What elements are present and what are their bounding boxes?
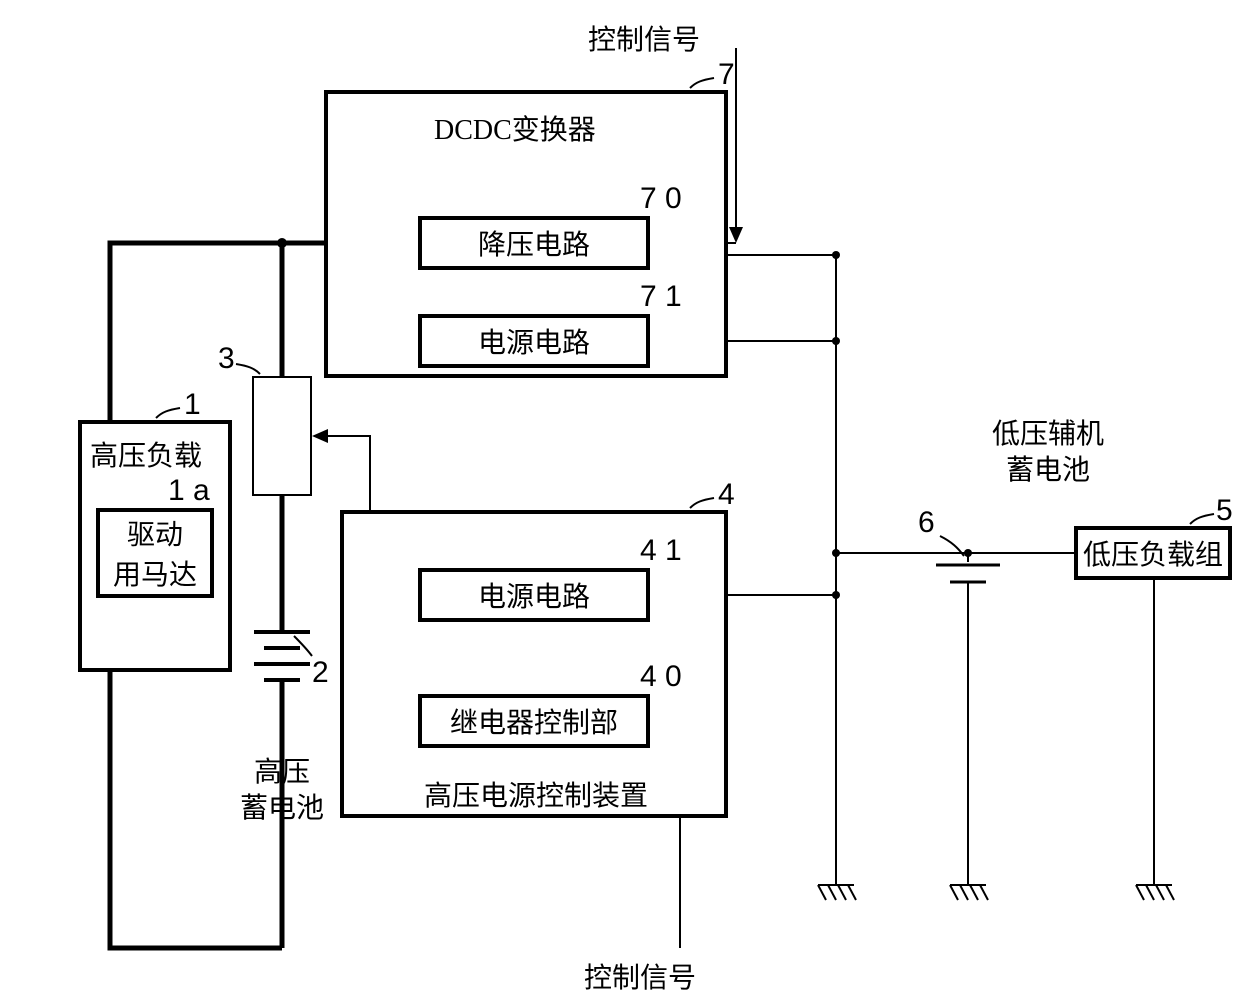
power-circuit-41-box: 电源电路 <box>418 568 650 622</box>
ref-7: 7 <box>718 58 735 92</box>
wire-to-bat6 <box>836 553 968 562</box>
power-circuit-71-label: 电源电路 <box>478 321 590 361</box>
power-circuit-71-box: 电源电路 <box>418 314 650 368</box>
arrow-relay-ctrl <box>312 429 328 443</box>
control-signal-top-label: 控制信号 <box>588 18 700 58</box>
lv-load-group-box: 低压负载组 <box>1074 526 1232 580</box>
leader-3 <box>236 364 260 374</box>
ref-4: 4 <box>718 478 735 512</box>
ref-41: 4 1 <box>640 534 682 568</box>
ref-6: 6 <box>918 506 935 540</box>
ref-1a: 1 a <box>168 474 210 508</box>
power-circuit-41-label: 电源电路 <box>478 575 590 615</box>
buck-circuit-box: 降压电路 <box>418 216 650 270</box>
leader-4 <box>690 498 714 508</box>
relay-control-box: 继电器控制部 <box>418 694 650 748</box>
drive-motor-box: 驱动 用马达 <box>96 508 214 598</box>
control-signal-bottom-label: 控制信号 <box>584 956 696 996</box>
leader-2 <box>294 636 312 656</box>
leader-6 <box>940 536 964 556</box>
buck-circuit-label: 降压电路 <box>478 223 590 263</box>
lv-aux-battery-label-2: 蓄电池 <box>1006 448 1090 488</box>
lv-load-group-label: 低压负载组 <box>1083 533 1223 573</box>
leader-7 <box>690 78 714 88</box>
leader-5 <box>1190 514 1214 524</box>
ref-71: 7 1 <box>640 280 682 314</box>
arrow-ctrl-top <box>729 227 743 243</box>
dcdc-converter-label: DCDC变换器 <box>434 108 596 148</box>
ref-1: 1 <box>184 388 201 422</box>
ref-70: 7 0 <box>640 182 682 216</box>
ref-40: 4 0 <box>640 660 682 694</box>
drive-motor-label-2: 用马达 <box>113 553 197 593</box>
hv-battery-label-1: 高压 <box>254 750 310 790</box>
relay-control-label: 继电器控制部 <box>450 701 618 741</box>
hv-battery-label-2: 蓄电池 <box>240 786 324 826</box>
hv-load-label: 高压负载 <box>90 434 202 474</box>
hv-power-ctrl-label: 高压电源控制装置 <box>424 774 648 814</box>
leader-1 <box>156 408 180 418</box>
ref-3: 3 <box>218 342 235 376</box>
junction-hv-top <box>277 238 287 248</box>
ref-5: 5 <box>1216 494 1233 528</box>
relay-switch-box <box>252 376 312 496</box>
lv-aux-battery-label-1: 低压辅机 <box>992 412 1104 452</box>
drive-motor-label-1: 驱动 <box>127 513 183 553</box>
ref-2: 2 <box>312 656 329 690</box>
